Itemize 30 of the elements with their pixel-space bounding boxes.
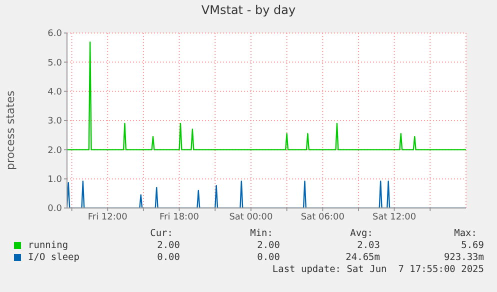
text: Min: bbox=[249, 228, 273, 239]
text: 0.00 bbox=[256, 252, 280, 263]
text: Last update: Sat Jun 7 17:55:00 2025 bbox=[271, 264, 484, 275]
text: 2.03 bbox=[356, 240, 380, 251]
text: Max: bbox=[453, 228, 477, 239]
y-tick-label: 6.0 bbox=[48, 29, 62, 40]
chart-title: VMstat - by day bbox=[200, 3, 297, 17]
x-tick-label: Fri 18:00 bbox=[160, 212, 200, 222]
text: Cur: bbox=[149, 228, 173, 239]
y-tick-label: 3.0 bbox=[48, 116, 62, 127]
x-tick-label: Sat 06:00 bbox=[300, 212, 345, 222]
y-tick-label: 1.0 bbox=[48, 175, 62, 186]
text: 2.00 bbox=[256, 240, 280, 251]
text: 5.69 bbox=[460, 240, 484, 251]
x-tick-label: Sat 00:00 bbox=[229, 212, 274, 222]
x-tick-label: Fri 12:00 bbox=[88, 212, 128, 222]
text: 0.00 bbox=[156, 252, 180, 263]
text: 2.00 bbox=[156, 240, 180, 251]
x-tick-label: Sat 12:00 bbox=[372, 212, 416, 222]
text: Avg: bbox=[349, 228, 373, 239]
y-tick-label: 2.0 bbox=[48, 146, 62, 156]
line-series bbox=[67, 41, 466, 150]
y-tick-label: 0.0 bbox=[48, 204, 62, 214]
y-axis-title: process states bbox=[4, 90, 17, 170]
legend-label: I/O sleep bbox=[28, 252, 80, 263]
legend-label: running bbox=[28, 240, 68, 251]
y-tick-label: 4.0 bbox=[48, 88, 62, 98]
text: 24.65m bbox=[344, 252, 380, 263]
y-tick-label: 5.0 bbox=[48, 58, 62, 68]
text: 923.33m bbox=[442, 252, 484, 263]
